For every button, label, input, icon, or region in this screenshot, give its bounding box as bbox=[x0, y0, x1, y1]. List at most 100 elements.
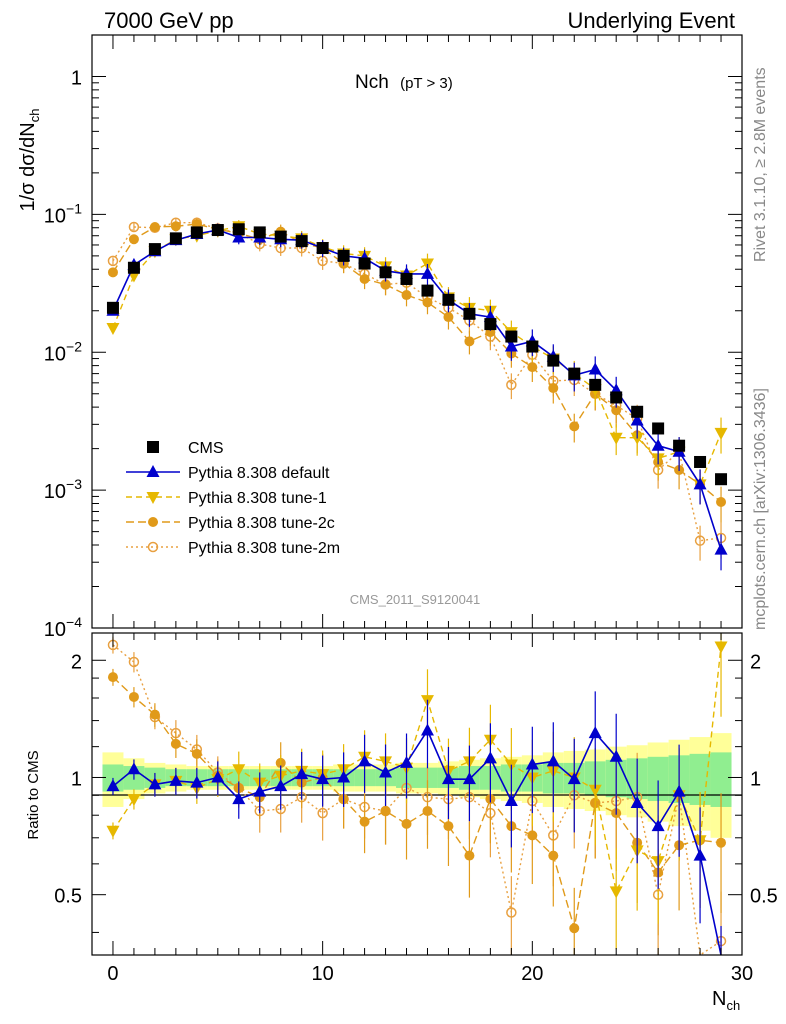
data-point-cms bbox=[547, 354, 560, 367]
main-ylabel: 1/σ dσ/dNch bbox=[17, 109, 42, 212]
ratio-ylabel: Ratio to CMS bbox=[25, 750, 42, 839]
series-line-tune2c bbox=[112, 223, 722, 503]
data-point-cms bbox=[526, 340, 539, 353]
ratio-point-default bbox=[504, 794, 518, 807]
ratio-point-tune2c bbox=[191, 748, 202, 759]
data-point-tune2c bbox=[128, 234, 139, 245]
main-plot-panel: 110−110−210−310−4 Nch (pT > 3) CMS_2011_… bbox=[44, 34, 743, 641]
legend-item-tune2m: Pythia 8.308 tune-2m bbox=[126, 540, 340, 557]
y-tick-label: 1 bbox=[71, 68, 82, 90]
ratio-plot-panel: 0.5 0.51 12 20 10 20 30 bbox=[54, 632, 778, 985]
x-axis-label-sub: ch bbox=[726, 998, 740, 1013]
legend-marker bbox=[148, 517, 158, 527]
ratio-point-tune1 bbox=[609, 886, 623, 899]
ratio-point-tune2c bbox=[170, 738, 181, 749]
main-series-layer bbox=[106, 217, 728, 571]
legend-marker bbox=[147, 541, 159, 553]
ratio-point-default bbox=[358, 754, 372, 767]
data-point-cms bbox=[316, 242, 329, 255]
data-point-default bbox=[651, 438, 665, 451]
ratio-point-default bbox=[337, 770, 351, 783]
ratio-line-tune2m bbox=[112, 644, 722, 957]
band-inner bbox=[710, 752, 732, 807]
data-point-tune2c bbox=[443, 312, 454, 323]
data-point-tune2c bbox=[170, 221, 181, 232]
main-ylabel-text: 1/σ dσ/dN bbox=[17, 122, 39, 211]
data-point-default bbox=[714, 542, 728, 555]
data-point-tune2c bbox=[422, 297, 433, 308]
ratio-point-tune2c bbox=[359, 816, 370, 827]
plot-title: Nch (pT > 3) bbox=[355, 72, 453, 93]
legend: CMS Pythia 8.308 default Pythia 8.308 tune… bbox=[126, 440, 340, 557]
data-point-cms bbox=[442, 293, 455, 306]
data-point-tune2c bbox=[149, 221, 160, 232]
analysis-watermark: CMS_2011_S9120041 bbox=[350, 592, 481, 607]
data-point-tune1 bbox=[106, 322, 120, 335]
data-point-tune2c bbox=[611, 405, 622, 416]
y-tick-label-exponent: −3 bbox=[66, 476, 82, 492]
series-tune1 bbox=[106, 220, 728, 505]
ratio-point-default bbox=[211, 770, 225, 783]
data-point-tune1 bbox=[630, 432, 644, 445]
y-tick-label-base: 10 bbox=[44, 343, 66, 365]
data-point-tune2m bbox=[694, 535, 706, 546]
data-point-cms bbox=[232, 223, 245, 236]
data-point-tune2c bbox=[464, 336, 475, 347]
y-tick-label-base: 10 bbox=[44, 205, 66, 227]
ratio-point-default bbox=[253, 784, 267, 797]
band-inner bbox=[647, 756, 669, 802]
ratio-point-default bbox=[148, 777, 162, 790]
ratio-y-tick-label-right: 1 bbox=[750, 768, 761, 790]
ratio-series-layer bbox=[106, 633, 728, 957]
y-tick-label-base: 10 bbox=[44, 481, 66, 503]
ratio-point-tune1 bbox=[232, 764, 246, 777]
header-right: Underlying Event bbox=[567, 8, 735, 33]
data-point-tune2c bbox=[548, 383, 559, 394]
ratio-point-default bbox=[693, 848, 707, 861]
y-tick-label: 10−2 bbox=[44, 338, 82, 365]
data-point-cms bbox=[589, 378, 602, 391]
ratio-series-default bbox=[106, 691, 722, 956]
ratio-point-tune1 bbox=[588, 784, 602, 797]
ratio-point-tune2c bbox=[464, 850, 475, 861]
legend-item-cms: CMS bbox=[147, 440, 224, 457]
data-point-tune2c bbox=[401, 290, 412, 301]
ratio-y-tick-label-left: 0.5 bbox=[54, 886, 82, 908]
data-point-cms bbox=[379, 266, 392, 279]
ratio-point-tune2c bbox=[548, 850, 559, 861]
ratio-y-tick-label-left: 1 bbox=[71, 768, 82, 790]
main-plot-frame bbox=[91, 34, 743, 629]
ratio-point-default bbox=[630, 795, 644, 808]
legend-label: Pythia 8.308 tune-1 bbox=[188, 490, 327, 507]
ratio-point-tune2c bbox=[716, 837, 727, 848]
x-tick-label: 10 bbox=[312, 963, 334, 985]
ratio-axis-ticks: 0.5 0.51 12 20 10 20 30 bbox=[54, 633, 778, 985]
ratio-point-default bbox=[379, 765, 393, 778]
data-point-cms bbox=[337, 249, 350, 262]
ratio-line-tune2c bbox=[112, 676, 722, 929]
header-left: 7000 GeV pp bbox=[104, 8, 234, 33]
data-point-tune2c bbox=[359, 273, 370, 284]
ratio-point-default bbox=[106, 779, 120, 792]
ratio-point-tune2c bbox=[401, 818, 412, 829]
data-point-tune1 bbox=[609, 432, 623, 445]
legend-item-default: Pythia 8.308 default bbox=[126, 465, 330, 482]
y-tick-label: 10−4 bbox=[44, 614, 82, 641]
data-point-cms bbox=[127, 261, 140, 274]
data-point-cms bbox=[211, 224, 224, 237]
x-tick-label: 20 bbox=[521, 963, 543, 985]
ratio-point-tune2m bbox=[506, 907, 517, 918]
data-point-tune2c bbox=[380, 279, 391, 290]
data-point-cms bbox=[652, 422, 665, 435]
legend-label: Pythia 8.308 tune-2c bbox=[188, 515, 335, 532]
ratio-point-default bbox=[169, 773, 183, 786]
ratio-point-tune2c bbox=[128, 691, 139, 702]
y-tick-label-exponent: −2 bbox=[66, 338, 82, 354]
data-point-tune2c bbox=[569, 421, 580, 432]
data-point-cms bbox=[715, 473, 728, 486]
side-label-top: Rivet 3.1.10, ≥ 2.8M events bbox=[752, 67, 769, 262]
ratio-point-default bbox=[190, 775, 204, 788]
data-point-default bbox=[232, 230, 246, 243]
data-point-cms bbox=[421, 284, 434, 297]
